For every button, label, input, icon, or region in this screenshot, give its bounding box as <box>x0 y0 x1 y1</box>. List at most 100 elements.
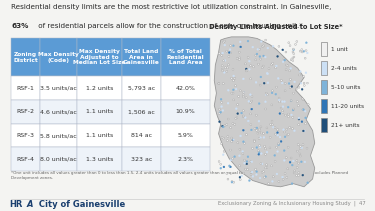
Point <box>264 131 270 134</box>
Point <box>249 160 255 164</box>
FancyBboxPatch shape <box>321 118 327 132</box>
Point <box>258 162 264 165</box>
Point <box>299 120 305 123</box>
Point <box>296 174 302 177</box>
FancyBboxPatch shape <box>77 76 122 100</box>
Point <box>297 147 303 150</box>
FancyBboxPatch shape <box>122 124 161 147</box>
Point <box>261 170 267 173</box>
Text: 21+ units: 21+ units <box>331 123 360 127</box>
Point <box>262 175 268 178</box>
Point <box>269 119 275 123</box>
Point <box>246 68 252 71</box>
Point <box>225 66 231 70</box>
Text: % of Total
Residential
Land Area: % of Total Residential Land Area <box>167 49 204 65</box>
Point <box>286 41 292 44</box>
Point <box>258 136 264 139</box>
Point <box>267 146 273 150</box>
Point <box>299 88 305 91</box>
Point <box>283 50 289 54</box>
Point <box>257 129 263 133</box>
Point <box>258 152 264 155</box>
Point <box>233 117 239 120</box>
Text: Density Limits Adjusted to Lot Size*: Density Limits Adjusted to Lot Size* <box>209 24 343 30</box>
FancyBboxPatch shape <box>122 76 161 100</box>
Point <box>291 107 297 111</box>
Text: 1.3 units: 1.3 units <box>86 157 113 162</box>
Point <box>281 159 287 162</box>
Point <box>238 111 244 115</box>
Point <box>276 100 282 104</box>
Point <box>277 135 283 139</box>
Point <box>230 88 236 92</box>
Point <box>222 66 228 69</box>
Point <box>243 133 249 136</box>
FancyBboxPatch shape <box>40 124 77 147</box>
Point <box>253 81 259 84</box>
Point <box>284 133 290 137</box>
Point <box>240 115 246 118</box>
FancyBboxPatch shape <box>321 61 327 75</box>
Point <box>237 178 243 181</box>
Point <box>302 110 308 113</box>
Point <box>228 44 234 47</box>
FancyBboxPatch shape <box>161 100 210 124</box>
Point <box>224 172 230 175</box>
Point <box>290 59 296 62</box>
Point <box>287 161 293 164</box>
Point <box>289 182 295 185</box>
Point <box>280 48 286 51</box>
Point <box>265 46 271 50</box>
Point <box>237 134 243 138</box>
Point <box>274 131 280 134</box>
Point <box>290 47 296 51</box>
Point <box>279 100 285 103</box>
Point <box>218 111 224 114</box>
Point <box>246 100 252 103</box>
Text: 1,506 ac: 1,506 ac <box>128 110 155 114</box>
Point <box>290 127 296 130</box>
Point <box>220 109 226 112</box>
Point <box>249 99 255 103</box>
Point <box>243 67 249 71</box>
Point <box>304 51 310 55</box>
Point <box>258 57 264 61</box>
Point <box>261 81 267 85</box>
Point <box>262 100 268 103</box>
Point <box>298 160 304 164</box>
Point <box>279 175 285 179</box>
Point <box>283 63 289 67</box>
Point <box>297 154 303 158</box>
Point <box>259 66 265 69</box>
Text: RSF-1: RSF-1 <box>17 86 34 91</box>
Point <box>285 133 291 136</box>
Text: Zoning
District: Zoning District <box>13 52 38 62</box>
Point <box>265 72 271 76</box>
Point <box>224 139 230 142</box>
Point <box>286 82 292 85</box>
Point <box>262 176 268 179</box>
Point <box>246 179 252 182</box>
Point <box>291 129 297 133</box>
Point <box>254 126 260 130</box>
Point <box>297 152 303 156</box>
Point <box>219 67 225 71</box>
Point <box>245 119 251 123</box>
Point <box>236 50 242 54</box>
Point <box>241 171 247 175</box>
Point <box>257 47 263 51</box>
Point <box>230 157 236 161</box>
Point <box>242 158 248 162</box>
Point <box>273 133 279 136</box>
Point <box>220 137 226 140</box>
Point <box>293 87 299 91</box>
Point <box>269 123 275 126</box>
Point <box>222 43 228 47</box>
Point <box>254 126 260 130</box>
Point <box>294 149 300 153</box>
Point <box>255 62 261 66</box>
Text: 1.2 units: 1.2 units <box>86 86 113 91</box>
Text: 8.0 units/ac: 8.0 units/ac <box>40 157 77 162</box>
Point <box>221 71 227 74</box>
Point <box>217 162 223 166</box>
